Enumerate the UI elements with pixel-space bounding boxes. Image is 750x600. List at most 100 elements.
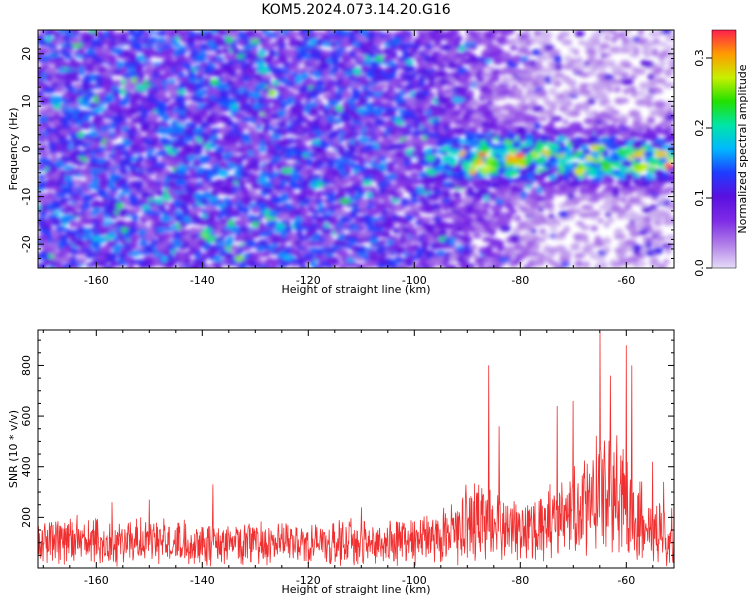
heatmap-cell: [645, 100, 654, 108]
heatmap-cell: [134, 180, 144, 188]
heatmap-cell: [533, 122, 542, 130]
heatmap-cell: [479, 208, 489, 217]
heatmap-cell: [482, 201, 491, 209]
heatmap-cell: [339, 115, 352, 123]
heatmap-cell: [125, 91, 133, 97]
heatmap-cell: [165, 82, 178, 90]
heatmap-cell: [225, 36, 234, 43]
heatmap-cell: [594, 90, 607, 95]
heatmap-cell: [416, 165, 424, 172]
heatmap-cell: [405, 36, 414, 42]
heatmap-cell: [391, 51, 398, 58]
heatmap-cell: [514, 87, 523, 97]
heatmap-cell: [161, 240, 173, 246]
heatmap-cell: [578, 137, 590, 145]
heatmap-cell: [618, 114, 629, 122]
heatmap-cell: [301, 66, 310, 72]
heatmap-cell: [38, 174, 47, 180]
heatmap-cell: [242, 206, 250, 215]
heatmap-cell: [39, 234, 49, 242]
heatmap-cell: [189, 72, 197, 78]
heatmap-cell: [242, 186, 249, 194]
heatmap-cell: [95, 152, 107, 158]
heatmap-cell: [653, 219, 663, 227]
heatmap-cell: [542, 37, 552, 45]
heatmap-cell: [196, 52, 209, 60]
heatmap-cell: [604, 106, 615, 111]
heatmap-cell: [597, 218, 604, 224]
heatmap-cell: [137, 197, 145, 203]
heatmap-cell: [607, 217, 615, 224]
heatmap-cell: [224, 252, 234, 260]
heatmap-cell: [173, 210, 182, 216]
heatmap-cell: [155, 37, 168, 44]
heatmap-cell: [78, 70, 85, 76]
heatmap-cell: [440, 63, 447, 69]
heatmap-cell: [177, 71, 186, 78]
heatmap-cell: [176, 103, 188, 111]
heatmap-cell: [543, 201, 554, 210]
heatmap-cell: [216, 154, 225, 162]
heatmap-cell: [384, 257, 393, 265]
heatmap-cell: [607, 177, 615, 184]
heatmap-cell: [167, 31, 178, 38]
heatmap-cell: [326, 228, 334, 234]
heatmap-cell: [302, 253, 315, 259]
heatmap-cell: [573, 208, 582, 215]
heatmap-cell: [649, 242, 662, 247]
heatmap-cell: [496, 174, 503, 180]
heatmap-cell: [348, 34, 357, 42]
heatmap-cell: [381, 203, 390, 209]
heatmap-cell: [525, 51, 532, 56]
heatmap-cell: [155, 64, 169, 72]
heatmap-cell: [592, 37, 601, 46]
heatmap-cell: [195, 167, 206, 174]
heatmap-cell: [45, 257, 56, 266]
heatmap-cell: [496, 245, 506, 252]
heatmap-cell: [256, 132, 265, 138]
heatmap-cell: [395, 246, 406, 254]
heatmap-cell: [256, 259, 266, 265]
heatmap-cell: [140, 191, 152, 199]
heatmap-cell: [639, 139, 647, 146]
heatmap-cell: [615, 251, 627, 258]
heatmap-cell: [424, 216, 432, 223]
heatmap-cell: [172, 42, 181, 48]
heatmap-cell: [67, 204, 75, 211]
heatmap-hotspot: [600, 159, 611, 166]
heatmap-cell: [334, 157, 341, 164]
heatmap-cell: [320, 50, 332, 57]
heatmap-cell: [157, 174, 166, 181]
heatmap-cell: [593, 254, 606, 261]
heatmap-cell: [199, 30, 208, 36]
heatmap-cell: [539, 228, 546, 234]
heatmap-cell: [218, 30, 230, 36]
heatmap-cell: [49, 95, 63, 104]
x-tick-label: -140: [190, 574, 215, 587]
heatmap-cell: [529, 100, 538, 107]
heatmap-cell: [334, 208, 347, 216]
heatmap-cell: [614, 228, 624, 237]
heatmap-cell: [405, 59, 414, 65]
snr-x-axis-label: Height of straight line (km): [281, 583, 430, 596]
heatmap-cell: [160, 232, 173, 239]
heatmap-cell: [164, 260, 177, 265]
heatmap-cell: [619, 97, 630, 104]
heatmap-cell: [98, 179, 106, 185]
heatmap-cell: [311, 174, 323, 179]
heatmap-cell: [146, 61, 155, 68]
heatmap-cell: [653, 247, 664, 255]
heatmap-cell: [54, 56, 66, 62]
heatmap-cell: [668, 173, 674, 182]
heatmap-cell: [135, 76, 146, 85]
heatmap-cell: [114, 79, 122, 86]
heatmap-cell: [474, 202, 483, 209]
heatmap-hotspot: [631, 152, 642, 159]
heatmap-cell: [220, 48, 232, 54]
heatmap-cell: [427, 80, 437, 86]
heatmap-cell: [488, 132, 500, 138]
heatmap-cell: [93, 140, 100, 148]
heatmap-cell: [508, 209, 518, 214]
heatmap-cell: [129, 225, 139, 234]
heatmap-cell: [435, 250, 447, 257]
